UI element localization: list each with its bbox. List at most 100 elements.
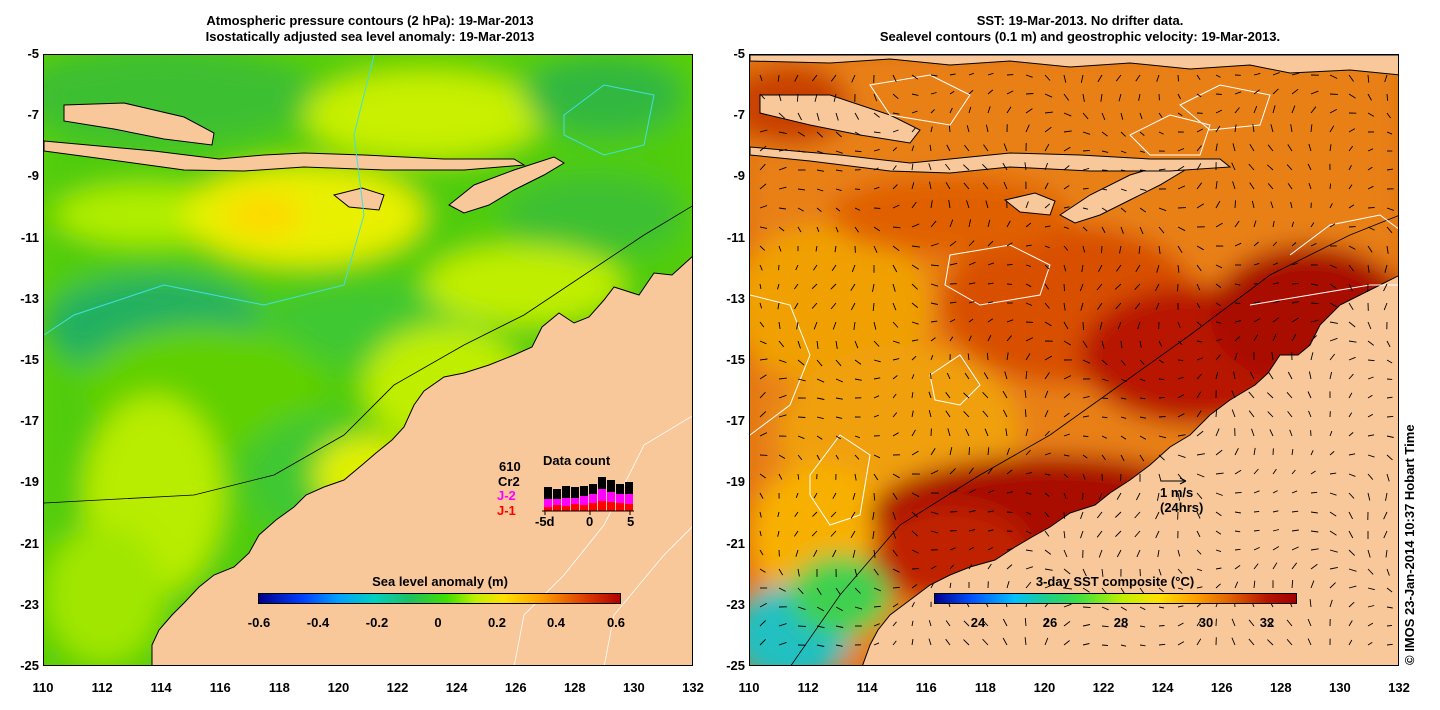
velocity-arrow	[1025, 566, 1034, 570]
velocity-arrow	[816, 454, 821, 461]
velocity-arrow	[928, 163, 932, 171]
velocity-arrow	[930, 337, 936, 342]
velocity-arrow	[1308, 183, 1312, 190]
velocity-arrow	[892, 621, 897, 627]
velocity-arrow	[1253, 334, 1258, 342]
velocity-arrow	[797, 340, 801, 349]
velocity-arrow	[1329, 302, 1338, 308]
velocity-arrow	[963, 620, 970, 627]
velocity-arrow	[1006, 548, 1014, 551]
velocity-arrow	[873, 492, 876, 501]
velocity-arrow	[1386, 624, 1393, 627]
velocity-arrow	[1101, 625, 1109, 628]
left-lat-tick: -7	[27, 107, 39, 123]
velocity-arrow	[1367, 359, 1375, 362]
velocity-arrow	[873, 186, 880, 190]
velocity-arrow	[911, 182, 915, 190]
velocity-arrow	[1158, 112, 1163, 118]
velocity-arrow	[1155, 302, 1160, 310]
left-lon-tick: 126	[504, 680, 527, 695]
velocity-arrow	[1196, 619, 1202, 627]
velocity-arrow	[1234, 511, 1241, 514]
velocity-arrow	[1310, 335, 1318, 342]
velocity-arrow	[1136, 549, 1141, 558]
velocity-arrow	[1101, 207, 1108, 212]
velocity-arrow	[1310, 548, 1319, 551]
velocity-arrow	[1367, 413, 1374, 418]
velocity-arrow	[1025, 222, 1032, 228]
velocity-arrow	[815, 245, 818, 252]
velocity-arrow	[759, 473, 766, 479]
velocity-arrow	[759, 93, 766, 100]
velocity-arrow	[987, 563, 992, 570]
velocity-arrow	[1120, 606, 1127, 611]
velocity-arrow	[1329, 451, 1335, 456]
velocity-arrow	[1291, 242, 1297, 247]
velocity-arrow	[1215, 181, 1218, 190]
velocity-arrow	[1196, 203, 1205, 209]
velocity-arrow	[1063, 206, 1070, 209]
velocity-arrow	[968, 447, 970, 456]
velocity-arrow	[892, 640, 897, 646]
velocity-arrow	[1307, 163, 1312, 171]
velocity-arrow	[794, 511, 799, 518]
velocity-arrow	[968, 529, 976, 532]
velocity-arrow	[759, 638, 766, 646]
velocity-arrow	[892, 340, 900, 344]
velocity-arrow	[968, 89, 974, 95]
velocity-arrow	[759, 321, 765, 328]
velocity-arrow	[1080, 511, 1084, 519]
velocity-arrow	[1215, 511, 1222, 517]
velocity-arrow	[816, 150, 825, 155]
velocity-arrow	[892, 549, 898, 557]
velocity-arrow	[1115, 302, 1122, 310]
velocity-arrow	[892, 603, 899, 608]
velocity-arrow	[759, 391, 766, 399]
right-lat-tick: -5	[733, 46, 745, 61]
velocity-arrow	[835, 435, 842, 440]
velocity-arrow	[892, 129, 899, 133]
velocity-arrow	[1287, 371, 1293, 380]
velocity-arrow	[1248, 391, 1255, 399]
velocity-arrow	[1272, 490, 1278, 494]
velocity-arrow	[1063, 511, 1066, 519]
velocity-arrow	[1348, 321, 1356, 328]
velocity-arrow	[854, 340, 859, 349]
left-lon-tick: 132	[682, 680, 704, 695]
velocity-arrow	[1139, 131, 1145, 136]
velocity-arrow	[811, 530, 818, 537]
velocity-arrow	[985, 124, 989, 133]
land-contour	[513, 415, 692, 665]
velocity-arrow	[816, 625, 825, 629]
velocity-arrow	[1063, 375, 1072, 380]
velocity-arrow	[1082, 245, 1086, 253]
velocity-arrow	[1329, 599, 1333, 608]
velocity-arrow	[759, 145, 767, 152]
velocity-arrow	[1177, 568, 1183, 574]
velocity-arrow	[1215, 93, 1222, 95]
velocity-arrow	[1063, 568, 1071, 575]
velocity-arrow	[987, 301, 994, 304]
right-lon-tick: 122	[1092, 680, 1115, 695]
velocity-arrow	[1002, 618, 1008, 627]
velocity-arrow	[1367, 321, 1372, 330]
histogram-bar	[562, 506, 570, 511]
velocity-arrow	[1329, 472, 1337, 475]
velocity-arrow	[1101, 397, 1109, 399]
velocity-arrow	[1253, 563, 1259, 570]
velocity-arrow	[1006, 263, 1013, 266]
histogram-bar	[616, 484, 624, 494]
velocity-arrow	[968, 300, 975, 304]
velocity-arrow	[1234, 220, 1240, 228]
velocity-arrow	[1156, 492, 1160, 501]
data-count-total: 610	[499, 459, 521, 474]
velocity-arrow	[1177, 549, 1181, 557]
velocity-arrow	[873, 473, 879, 481]
velocity-arrow	[1082, 131, 1091, 135]
velocity-arrow	[1063, 245, 1069, 251]
velocity-arrow	[1135, 492, 1141, 501]
velocity-arrow	[1215, 264, 1223, 269]
velocity-arrow	[911, 110, 918, 114]
velocity-arrow	[1310, 319, 1319, 323]
velocity-arrow	[1080, 530, 1084, 539]
